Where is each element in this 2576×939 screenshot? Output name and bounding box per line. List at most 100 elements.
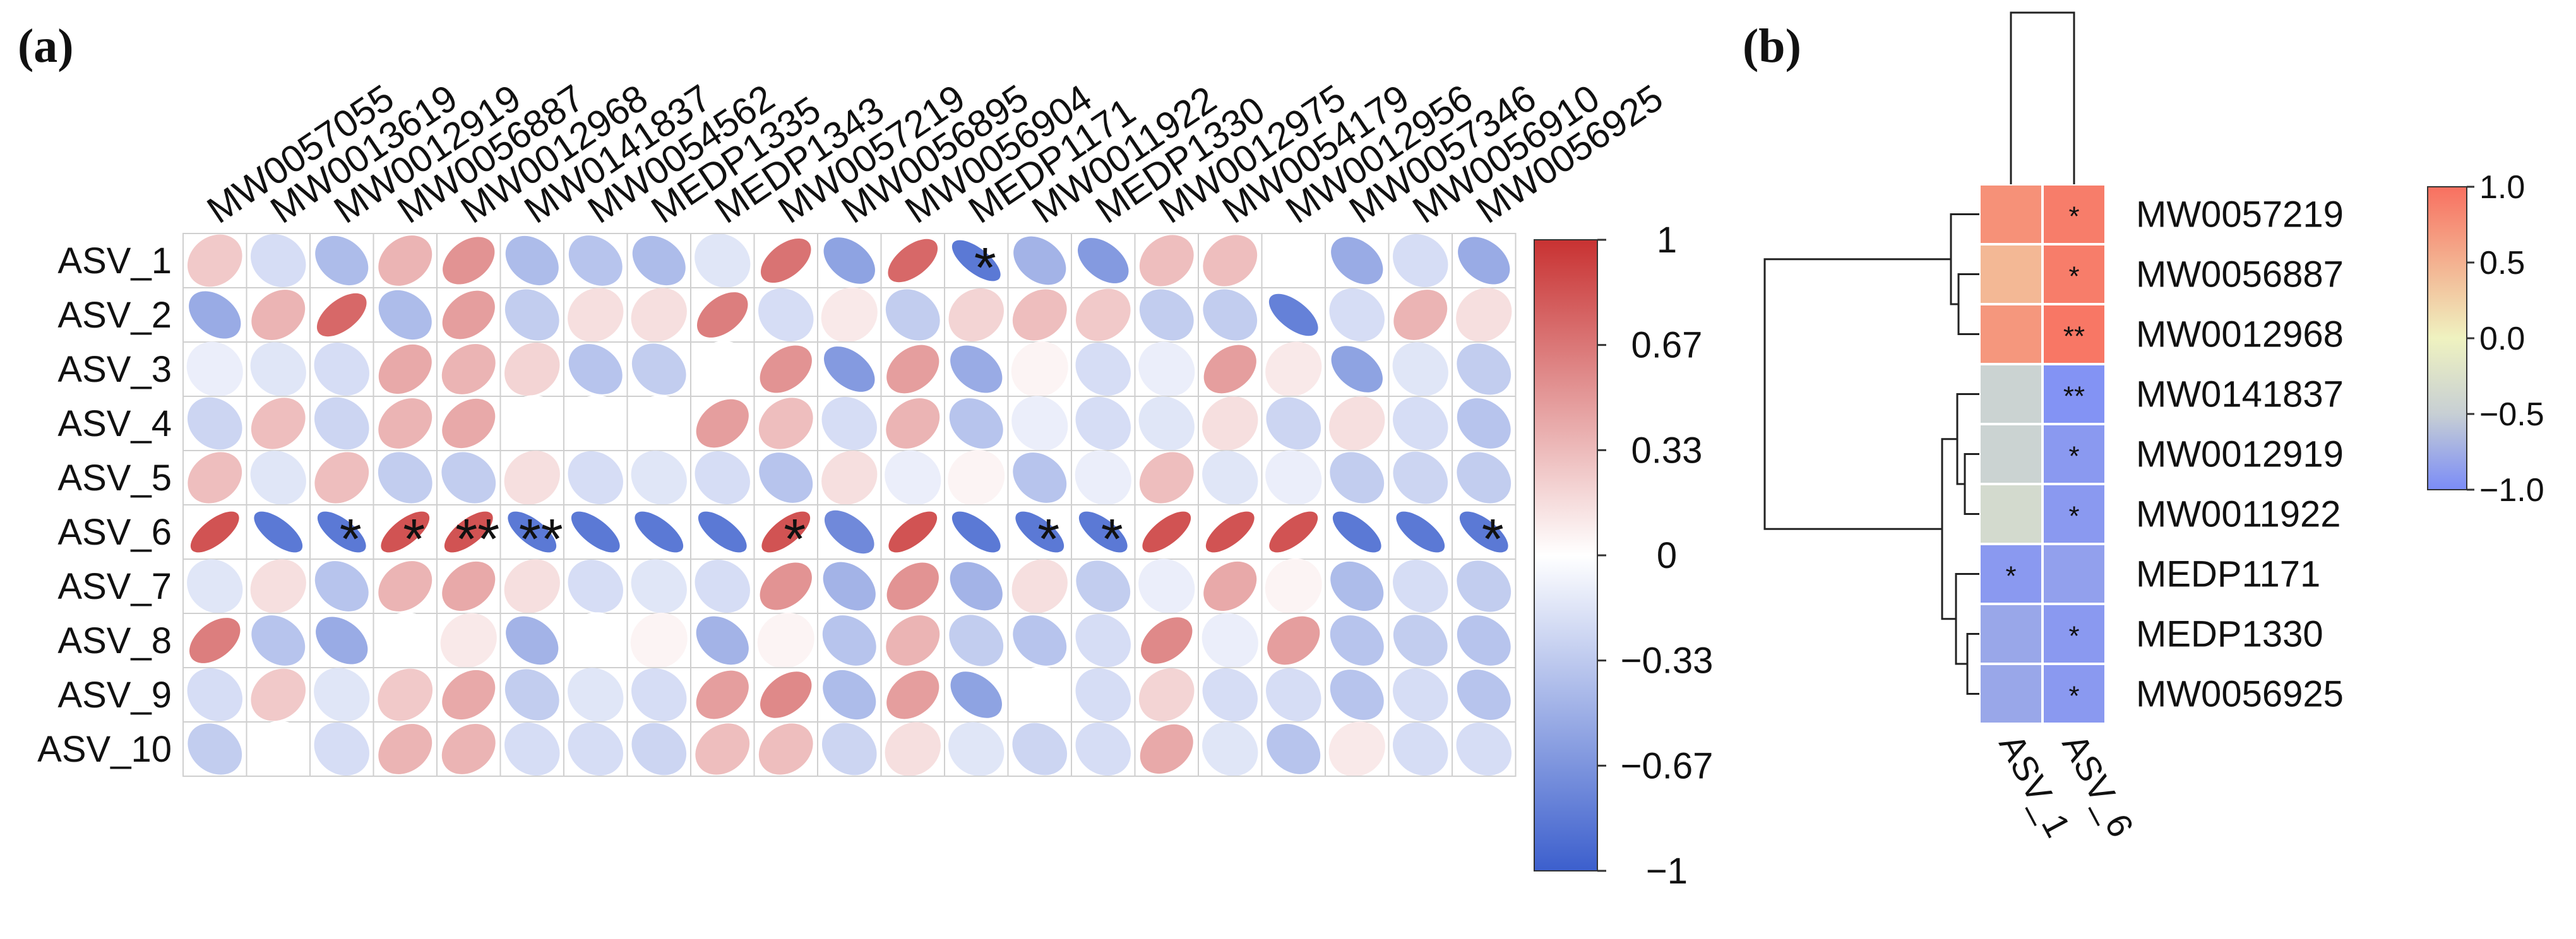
heatmap-cell — [1978, 303, 2044, 365]
correlation-ellipse — [1075, 342, 1131, 396]
correlation-ellipse — [1330, 615, 1384, 666]
correlation-ellipse — [508, 511, 557, 553]
correlation-ellipse — [317, 511, 366, 553]
correlation-ellipse — [378, 561, 432, 611]
correlation-ellipse — [631, 451, 687, 505]
correlation-ellipse — [441, 344, 496, 394]
correlation-ellipse — [1076, 560, 1131, 612]
colorbar-b-tick-label: 0.0 — [2479, 321, 2525, 357]
correlation-ellipse — [1013, 236, 1066, 285]
correlation-ellipse — [1265, 558, 1322, 615]
row-label: ASV_8 — [57, 620, 172, 661]
correlation-ellipse — [1330, 670, 1384, 720]
correlation-ellipse — [693, 341, 751, 398]
correlation-ellipse — [568, 722, 623, 776]
correlation-ellipse — [568, 559, 623, 613]
correlation-ellipse — [1393, 233, 1448, 288]
correlation-ellipse — [1011, 396, 1068, 451]
colorbar-b-tick-label: 0.5 — [2479, 245, 2525, 281]
correlation-ellipse — [251, 615, 306, 666]
heatmap-row-label: MW0056887 — [2136, 254, 2344, 295]
correlation-ellipse — [759, 452, 813, 503]
correlation-ellipse — [1138, 558, 1195, 614]
row-label: ASV_10 — [37, 729, 172, 770]
correlation-ellipse — [1075, 396, 1131, 451]
correlation-ellipse — [760, 671, 812, 718]
correlation-ellipse — [757, 612, 814, 669]
correlation-ellipse — [314, 668, 370, 722]
correlation-ellipse — [314, 452, 369, 504]
correlation-ellipse — [950, 345, 1003, 393]
significance-star: * — [784, 508, 806, 571]
correlation-ellipse — [1457, 615, 1511, 666]
correlation-ellipse — [186, 341, 243, 397]
correlation-ellipse — [1075, 288, 1131, 341]
correlation-ellipse — [888, 239, 938, 283]
heatmap-cell — [2041, 243, 2107, 305]
correlation-ellipse — [568, 288, 624, 342]
row-label: ASV_4 — [57, 403, 172, 444]
correlation-ellipse — [886, 670, 939, 719]
correlation-ellipse — [758, 288, 814, 342]
heatmap-cell — [1978, 363, 2044, 425]
heatmap-row-label: MEDP1330 — [2136, 614, 2323, 655]
correlation-ellipse — [1078, 238, 1129, 283]
correlation-ellipse — [504, 669, 559, 721]
correlation-ellipse — [566, 395, 624, 452]
correlation-ellipse — [315, 235, 369, 286]
correlation-ellipse — [251, 668, 306, 721]
correlation-ellipse — [250, 451, 306, 505]
correlation-ellipse — [698, 511, 747, 553]
correlation-ellipse — [1011, 559, 1068, 613]
correlation-ellipse — [440, 613, 497, 668]
correlation-ellipse — [761, 511, 811, 553]
correlation-ellipse — [441, 724, 496, 774]
correlation-ellipse — [1202, 396, 1258, 451]
correlation-ellipse — [1075, 450, 1131, 505]
correlation-ellipse — [1075, 668, 1131, 722]
correlation-ellipse — [503, 395, 561, 452]
correlation-ellipse — [378, 290, 432, 340]
correlation-ellipse — [695, 723, 750, 775]
heatmap-cell — [1978, 183, 2044, 245]
correlation-ellipse — [1203, 289, 1258, 341]
significance-star: * — [403, 508, 425, 571]
correlation-ellipse — [1332, 511, 1381, 553]
correlation-ellipse — [1138, 341, 1195, 397]
heatmap-cell — [2041, 543, 2107, 605]
correlation-ellipse — [948, 449, 1005, 506]
correlation-ellipse — [951, 240, 1001, 281]
row-label: ASV_3 — [57, 349, 172, 390]
row-dendrogram-branch — [1950, 213, 1979, 305]
heatmap-row-label: MW0011922 — [2136, 494, 2341, 535]
correlation-ellipse — [378, 452, 432, 504]
correlation-ellipse — [1393, 615, 1448, 666]
heatmap-star: * — [2068, 621, 2079, 652]
row-label: ASV_5 — [57, 458, 172, 499]
correlation-ellipse — [442, 670, 496, 720]
correlation-ellipse — [442, 290, 495, 340]
row-dendrogram-branch — [1964, 453, 1979, 515]
significance-star: * — [1482, 508, 1504, 571]
heatmap-star: * — [2005, 561, 2016, 592]
correlation-ellipse — [1265, 341, 1322, 397]
correlation-ellipse — [1141, 617, 1193, 664]
heatmap-cell — [2041, 603, 2107, 665]
correlation-ellipse — [1202, 451, 1258, 505]
correlation-ellipse — [1265, 450, 1322, 505]
correlation-ellipse — [506, 616, 559, 665]
correlation-ellipse — [378, 235, 432, 286]
correlation-ellipse — [378, 398, 432, 449]
row-dendrogram-branch — [1966, 633, 1979, 695]
correlation-ellipse — [631, 343, 686, 395]
heatmap-cell — [2041, 363, 2107, 425]
correlation-ellipse — [187, 234, 242, 287]
correlation-ellipse — [697, 292, 748, 338]
correlation-ellipse — [1011, 666, 1069, 723]
significance-star: * — [1101, 508, 1123, 571]
correlation-ellipse — [1202, 722, 1258, 776]
correlation-ellipse — [504, 559, 560, 613]
correlation-ellipse — [376, 612, 434, 669]
correlation-ellipse — [631, 288, 687, 342]
correlation-ellipse — [823, 670, 876, 720]
